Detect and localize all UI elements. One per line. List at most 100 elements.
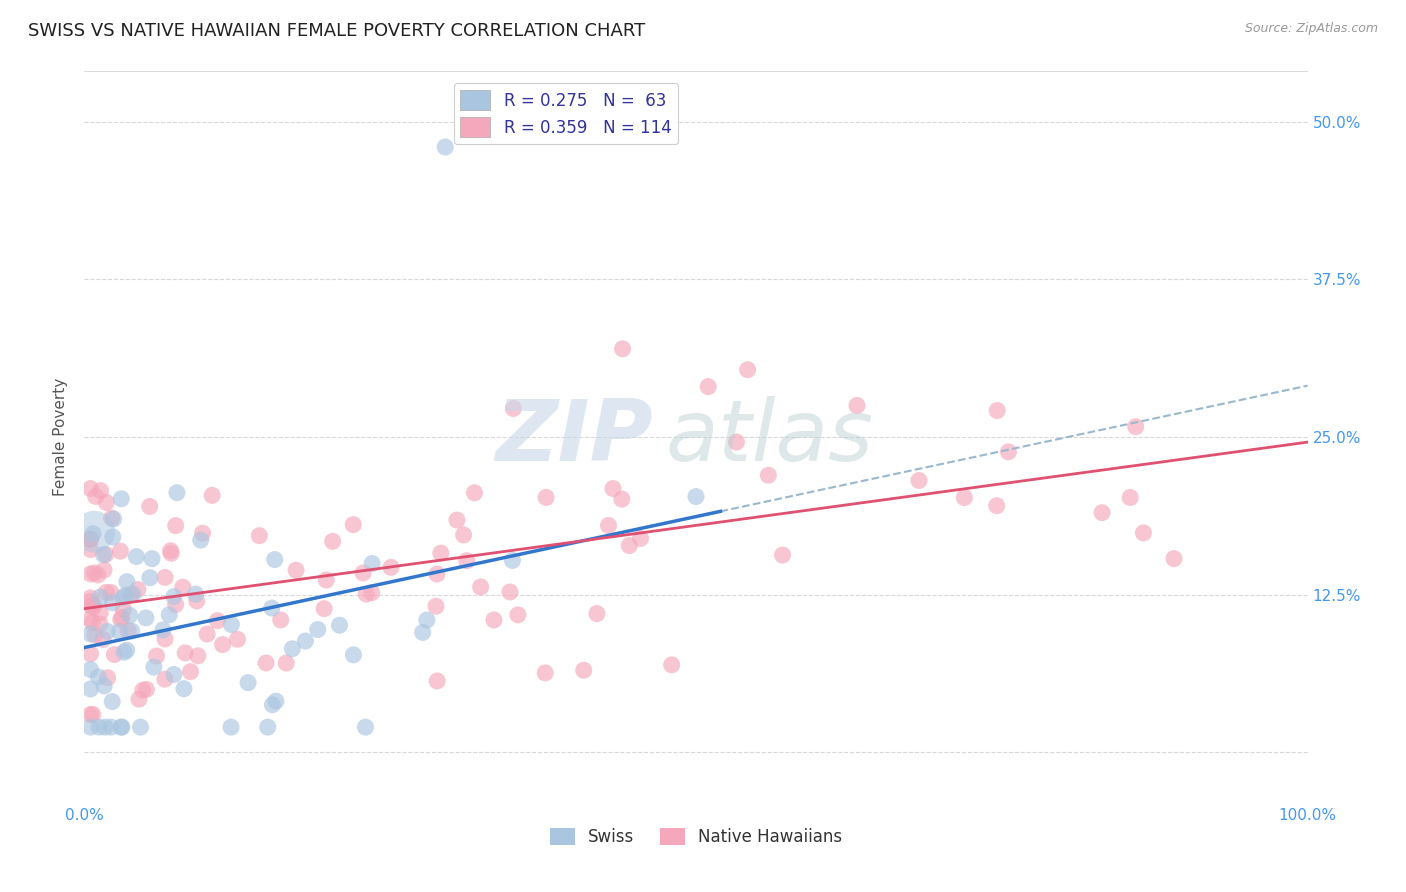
Point (499, 585, 522, 599)
Point (315, 573, 337, 587)
Point (79, 542, 101, 557)
Point (89, 616, 111, 631)
Point (725, 435, 748, 450)
Point (87, 670, 110, 684)
Point (100, 585, 122, 599)
Point (446, 513, 468, 527)
Point (456, 554, 478, 568)
Point (82, 600, 104, 615)
Point (159, 543, 181, 558)
Point (84, 490, 107, 504)
Point (114, 588, 136, 602)
Point (80, 599, 103, 614)
Point (82, 598, 104, 612)
Point (97, 671, 120, 685)
Point (953, 491, 976, 505)
Point (96, 624, 118, 639)
Point (135, 611, 157, 625)
Point (79, 681, 101, 696)
Point (352, 566, 374, 580)
Point (416, 613, 439, 627)
Point (361, 557, 384, 571)
Point (612, 342, 634, 356)
Point (430, 546, 453, 560)
Point (354, 587, 377, 601)
Point (380, 560, 402, 574)
Point (79, 647, 101, 661)
Point (157, 607, 180, 622)
Point (195, 627, 218, 641)
Point (89, 606, 111, 620)
Point (314, 601, 336, 615)
Point (93, 548, 115, 562)
Point (756, 468, 779, 483)
Point (83, 628, 105, 642)
Point (534, 491, 557, 505)
Point (111, 720, 134, 734)
Point (79, 591, 101, 605)
Point (207, 614, 229, 628)
Point (153, 570, 176, 584)
Point (103, 648, 125, 662)
Text: SWISS VS NATIVE HAWAIIAN FEMALE POVERTY CORRELATION CHART: SWISS VS NATIVE HAWAIIAN FEMALE POVERTY … (28, 22, 645, 40)
Point (285, 563, 308, 577)
Point (89, 590, 111, 604)
Point (1163, 551, 1185, 566)
Point (118, 608, 141, 623)
Point (94, 720, 117, 734)
Point (79, 532, 101, 546)
Point (426, 567, 449, 582)
Point (87, 720, 110, 734)
Point (1132, 525, 1154, 540)
Point (120, 588, 142, 602)
Point (135, 682, 157, 697)
Point (145, 648, 167, 663)
Point (270, 613, 292, 627)
Point (101, 695, 124, 709)
Point (453, 528, 475, 542)
Point (360, 585, 382, 599)
Point (110, 491, 132, 506)
Point (93, 563, 115, 577)
Point (463, 485, 485, 500)
Point (82, 707, 104, 722)
Point (697, 379, 720, 393)
Point (986, 499, 1008, 513)
Point (846, 399, 869, 413)
Point (111, 591, 134, 605)
Point (110, 613, 132, 627)
Point (342, 648, 364, 662)
Point (100, 720, 122, 734)
Point (82, 526, 104, 541)
Point (276, 656, 298, 670)
Point (281, 641, 304, 656)
Point (1091, 506, 1114, 520)
Point (219, 720, 242, 734)
Point (184, 587, 207, 601)
Point (83, 566, 105, 580)
Point (112, 602, 135, 616)
Point (138, 500, 160, 514)
Point (115, 643, 138, 657)
Point (142, 660, 165, 674)
Point (602, 482, 624, 496)
Point (111, 610, 134, 624)
Point (307, 623, 329, 637)
Point (82, 615, 104, 630)
Point (165, 598, 187, 612)
Point (1125, 419, 1147, 434)
Point (434, 140, 457, 154)
Point (100, 511, 122, 525)
Point (165, 518, 187, 533)
Point (772, 548, 794, 562)
Point (630, 532, 652, 546)
Point (502, 553, 524, 567)
Point (79, 720, 101, 734)
Point (187, 648, 209, 663)
Point (96, 585, 118, 599)
Text: ZIP: ZIP (495, 395, 654, 479)
Point (79, 482, 101, 496)
Point (997, 445, 1019, 459)
Point (247, 529, 270, 543)
Point (79, 663, 101, 677)
